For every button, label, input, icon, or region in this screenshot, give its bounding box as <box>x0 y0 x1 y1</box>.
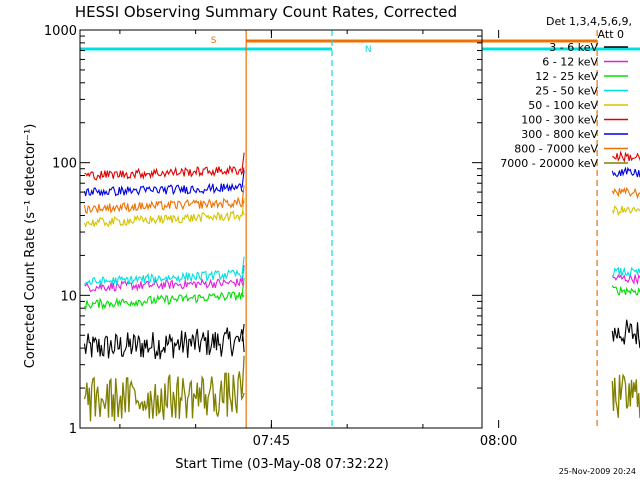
plot-layer: SN <box>80 30 640 428</box>
legend-label-2: 6 - 12 keV <box>542 56 598 69</box>
y-tick-label: 1 <box>69 422 77 437</box>
legend-label-7: 300 - 800 keV <box>521 128 598 141</box>
series-line-5 <box>83 198 640 228</box>
plot-frame <box>79 29 483 429</box>
legend-label-1: 3 - 6 keV <box>549 41 598 54</box>
footer-timestamp: 25-Nov-2009 20:24 <box>559 467 636 476</box>
night-label: N <box>365 45 372 55</box>
series-line-7 <box>83 166 640 197</box>
legend-label-8: 800 - 7000 keV <box>514 143 598 156</box>
legend-label-4: 25 - 50 keV <box>535 85 598 98</box>
x-tick-label: 08:00 <box>480 434 517 449</box>
y-tick-label: 1000 <box>44 24 77 39</box>
series-line-9 <box>83 355 640 422</box>
y-axis-label: Corrected Count Rate (s⁻¹ detector⁻¹) <box>23 124 38 369</box>
legend-label-9: 7000 - 20000 keV <box>500 157 598 170</box>
x-axis-label: Start Time (03-May-08 07:32:22) <box>175 457 389 472</box>
legend-label-3: 12 - 25 keV <box>535 70 598 83</box>
legend-label-6: 100 - 300 keV <box>521 114 598 127</box>
legend-header-line-1: Det 1,3,4,5,6,9, <box>546 15 632 28</box>
saa-label: S <box>211 36 217 46</box>
legend-header-line-2: Att 0 <box>598 28 624 41</box>
series-line-1 <box>83 319 640 360</box>
y-tick-label: 10 <box>60 289 77 304</box>
legend: Det 1,3,4,5,6,9, Att 0 3 - 6 keV 6 - 12 k… <box>500 15 632 170</box>
series-line-8 <box>83 185 640 215</box>
series-line-3 <box>83 277 640 312</box>
series-line-4 <box>84 256 640 287</box>
x-tick-label: 07:45 <box>253 434 290 449</box>
chart-title: HESSI Observing Summary Count Rates, Cor… <box>75 3 457 21</box>
y-tick-label: 100 <box>52 157 77 172</box>
legend-label-5: 50 - 100 keV <box>528 99 598 112</box>
series-line-6 <box>84 150 640 181</box>
